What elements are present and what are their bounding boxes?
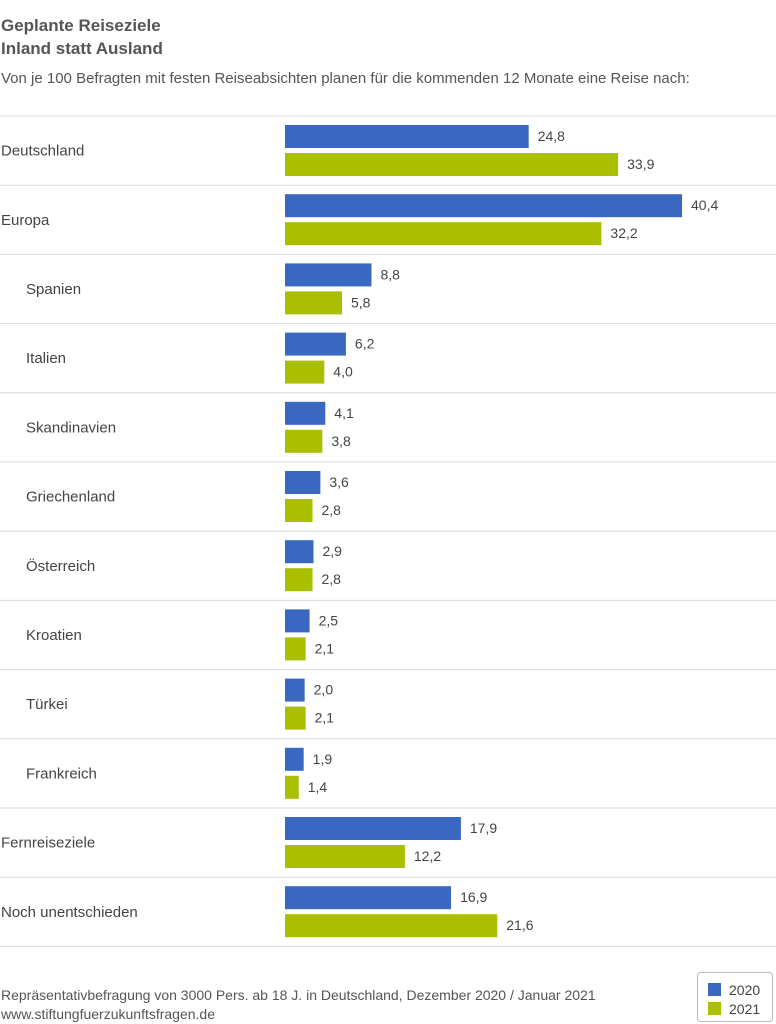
value-label-2021: 2,8 (322, 571, 342, 587)
bar-2020 (285, 332, 346, 356)
value-label-2020: 17,9 (470, 820, 497, 836)
legend-swatch-2020 (708, 983, 721, 996)
value-label-2020: 2,5 (319, 612, 339, 628)
category-label: Europa (1, 212, 50, 229)
chart-footer: Repräsentativbefragung von 3000 Pers. ab… (1, 986, 596, 1024)
category-label: Griechenland (26, 489, 115, 506)
category-row: Spanien 8,8 5,8 (0, 263, 776, 325)
chart-subtitle: Von je 100 Befragten mit festen Reiseabs… (1, 70, 690, 87)
value-label-2020: 2,9 (322, 543, 342, 559)
bar-2020 (285, 609, 310, 633)
value-label-2021: 12,2 (414, 848, 441, 864)
bar-2021 (285, 845, 405, 868)
value-label-2020: 2,0 (314, 682, 334, 698)
category-label: Kroatien (26, 627, 82, 644)
bar-2021 (285, 153, 619, 176)
bar-2021 (285, 775, 299, 799)
value-label-2021: 33,9 (627, 156, 654, 172)
category-label: Fernreiseziele (1, 835, 95, 852)
value-label-2020: 4,1 (334, 405, 354, 421)
chart-title-line-1: Geplante Reiseziele (1, 16, 161, 35)
legend: 2020 2021 (697, 972, 773, 1022)
value-label-2021: 32,2 (610, 225, 637, 241)
bar-2021 (285, 706, 306, 730)
category-label: Italien (26, 350, 66, 367)
legend-swatch-2021 (708, 1002, 721, 1015)
category-row: Frankreich 1,9 1,4 (0, 747, 776, 809)
bar-2021 (285, 360, 325, 384)
bar-2021 (285, 568, 313, 592)
category-row: Fernreiseziele 17,9 12,2 (0, 817, 776, 878)
value-label-2021: 5,8 (351, 294, 371, 310)
source-note: Repräsentativbefragung von 3000 Pers. ab… (1, 987, 596, 1003)
value-label-2021: 2,8 (322, 502, 342, 518)
chart-title-line-2: Inland statt Ausland (1, 39, 163, 58)
category-row: Italien 6,24,0 (0, 332, 776, 394)
value-label-2021: 3,8 (331, 433, 351, 449)
category-label: Spanien (26, 281, 81, 298)
category-row: Deutschland 24,8 33,9 (0, 125, 776, 186)
category-label: Türkei (26, 696, 68, 713)
chart-title: Geplante Reiseziele Inland statt Ausland (1, 14, 163, 60)
category-row: Griechenland 3,6 2,8 (0, 471, 776, 532)
value-label-2021: 2,1 (315, 710, 335, 726)
category-row: Noch unentschieden 16,9 21,6 (0, 886, 776, 947)
category-row: Europa 40,4 32,2 (0, 194, 776, 255)
category-row: Kroatien 2,5 2,1 (0, 609, 776, 671)
bar-2020 (285, 194, 682, 218)
category-row: Österreich 2,9 2,8 (0, 540, 776, 601)
legend-label-2021: 2021 (729, 1001, 761, 1017)
category-label: Frankreich (26, 765, 97, 782)
value-label-2020: 24,8 (538, 128, 565, 144)
bar-2020 (285, 747, 304, 771)
category-label: Deutschland (1, 143, 84, 160)
category-label: Österreich (26, 557, 95, 575)
bar-2021 (285, 499, 313, 522)
value-label-2021: 1,4 (308, 779, 328, 795)
value-label-2021: 21,6 (506, 917, 533, 933)
category-row: Türkei 2,0 2,1 (0, 678, 776, 740)
bar-2021 (285, 222, 602, 246)
bar-2021 (285, 429, 323, 453)
legend-label-2020: 2020 (729, 982, 761, 998)
value-label-2020: 8,8 (380, 266, 400, 282)
bar-2020 (285, 263, 372, 287)
bar-2020 (285, 401, 326, 425)
category-label: Skandinavien (26, 419, 116, 436)
bar-2020 (285, 886, 452, 910)
value-label-2021: 4,0 (333, 364, 353, 380)
bar-2021 (285, 637, 306, 661)
bar-2020 (285, 678, 305, 702)
bar-2020 (285, 817, 461, 840)
value-label-2020: 3,6 (329, 474, 349, 490)
category-label: Noch unentschieden (1, 904, 138, 921)
bar-2020 (285, 125, 529, 148)
source-url: www.stiftungfuerzukunftsfragen.de (1, 1006, 216, 1022)
value-label-2021: 2,1 (315, 640, 335, 656)
value-label-2020: 16,9 (460, 889, 487, 905)
category-row: Skandinavien 4,1 3,8 (0, 401, 776, 463)
bar-2020 (285, 540, 314, 564)
bar-2020 (285, 471, 321, 494)
value-label-2020: 6,2 (355, 336, 375, 352)
value-label-2020: 40,4 (691, 197, 718, 213)
bar-2021 (285, 291, 342, 315)
bar-2021 (285, 914, 498, 938)
value-label-2020: 1,9 (313, 751, 333, 767)
